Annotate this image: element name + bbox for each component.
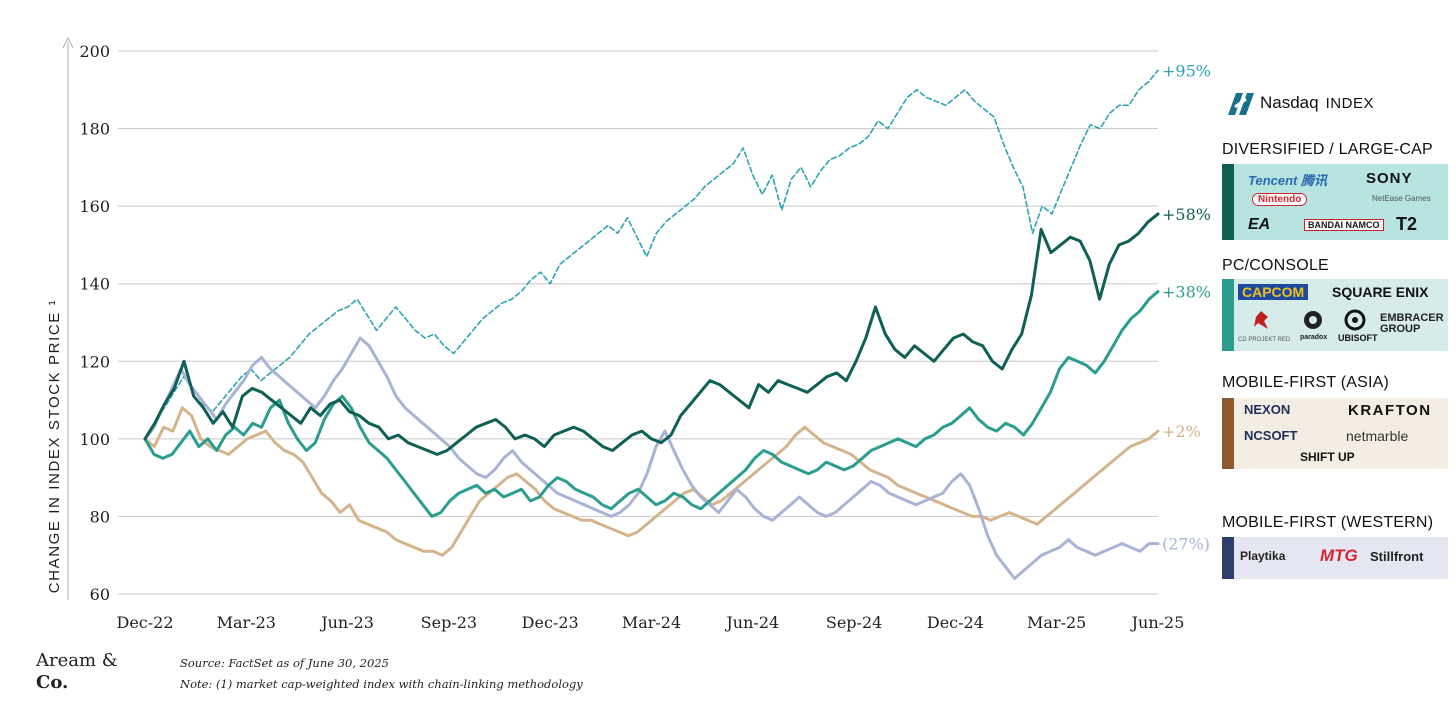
logo-t2: T2	[1396, 214, 1418, 234]
ubisoft-icon	[1344, 309, 1366, 331]
y-tick-label: 200	[79, 42, 110, 61]
brand-line-1: Aream &	[36, 650, 118, 671]
x-tick-label: Dec-22	[116, 613, 173, 632]
category-stripe	[1222, 164, 1234, 240]
logo-sony: SONY	[1366, 170, 1413, 187]
tick-labels: 60 80 100 120 140 160 180 200 Dec-22 Mar-23 Jun-23…	[79, 42, 1184, 632]
category-stripe	[1222, 537, 1234, 579]
y-tick-label: 180	[79, 120, 110, 139]
y-tick-label: 80	[90, 507, 110, 526]
paradox-icon	[1304, 311, 1322, 329]
end-label: +2%	[1162, 422, 1201, 441]
category-title-diversified: DIVERSIFIED / LARGE-CAP	[1222, 141, 1433, 158]
y-tick-label: 140	[79, 275, 110, 294]
nasdaq-logo-icon	[1228, 93, 1254, 115]
logo-netease: NetEase Games	[1372, 194, 1431, 203]
gridlines	[118, 50, 1158, 595]
methodology-note: Note: (1) market cap-weighted index with…	[180, 677, 583, 691]
y-axis-label: CHANGE IN INDEX STOCK PRICE ¹	[46, 299, 63, 594]
category-stripe	[1222, 398, 1234, 469]
x-tick-label: Jun-24	[724, 613, 779, 632]
axes: CHANGE IN INDEX STOCK PRICE ¹	[46, 36, 74, 600]
end-label: +95%	[1162, 61, 1211, 80]
logo-capcom: CAPCOM	[1238, 284, 1309, 300]
x-tick-label: Mar-24	[622, 613, 681, 632]
brand-line-2: Co.	[36, 672, 69, 693]
logo-shift-up: SHIFT UP	[1300, 450, 1355, 464]
nasdaq-logo-text: Nasdaq	[1260, 93, 1319, 112]
series-line-diversified-large-cap	[143, 212, 1160, 456]
y-tick-label: 60	[90, 585, 110, 604]
end-label: +38%	[1162, 282, 1211, 301]
logo-ubisoft: UBISOFT	[1338, 333, 1378, 343]
brand-logo: Aream & Co.	[36, 650, 118, 694]
x-tick-label: Sep-23	[421, 613, 477, 632]
logo-paradox: paradox	[1300, 334, 1328, 341]
y-tick-label: 160	[79, 197, 110, 216]
series-lines	[143, 69, 1160, 580]
logo-mtg: MTG	[1320, 546, 1358, 565]
logo-krafton: KRAFTON	[1348, 402, 1432, 419]
x-tick-label: Mar-23	[217, 613, 276, 632]
category-title-mobile-western: MOBILE-FIRST (WESTERN)	[1222, 514, 1434, 531]
category-box-pc-console: CAPCOM SQUARE ENIX CD PROJEKT RED parado…	[1222, 279, 1448, 351]
y-tick-label: 120	[79, 352, 110, 371]
logo-nexon: NEXON	[1244, 402, 1291, 417]
category-box-mobile-asia: NEXON KRAFTON NCSOFT netmarble SHIFT UP	[1222, 398, 1448, 469]
logo-ea: EA	[1248, 216, 1271, 233]
series-line-nasdaq-index	[144, 69, 1159, 440]
y-tick-label: 100	[79, 430, 110, 449]
logo-cd-projekt-red: CD PROJEKT RED	[1238, 337, 1291, 343]
category-box-mobile-western: Playtika MTG Stillfront	[1222, 537, 1448, 579]
nasdaq-legend: Nasdaq INDEX	[1226, 88, 1374, 118]
category-title-pc-console: PC/CONSOLE	[1222, 257, 1329, 274]
nasdaq-suffix: INDEX	[1325, 94, 1374, 112]
x-tick-label: Sep-24	[826, 613, 882, 632]
logo-playtika: Playtika	[1240, 549, 1286, 563]
x-tick-label: Dec-23	[522, 613, 579, 632]
logo-nintendo: Nintendo	[1252, 193, 1308, 206]
x-tick-label: Mar-25	[1027, 613, 1086, 632]
source-note: Source: FactSet as of June 30, 2025	[180, 656, 389, 670]
series-line-mobile-first-western	[143, 336, 1160, 580]
logo-stillfront: Stillfront	[1370, 549, 1424, 564]
logo-tencent: Tencent 腾讯	[1248, 173, 1327, 188]
logo-ncsoft: NCSOFT	[1244, 428, 1298, 443]
logo-netmarble: netmarble	[1346, 428, 1409, 444]
cd-projekt-red-icon	[1254, 311, 1268, 329]
end-label: +58%	[1162, 205, 1211, 224]
x-tick-label: Dec-24	[927, 613, 984, 632]
category-box-diversified: Tencent 腾讯 SONY Nintendo NetEase Games E…	[1222, 164, 1448, 240]
x-tick-label: Jun-25	[1130, 613, 1185, 632]
y-axis-arrow-head	[62, 36, 74, 49]
category-stripe	[1222, 279, 1234, 351]
series-line-mobile-first-asia	[143, 406, 1160, 557]
category-title-mobile-asia: MOBILE-FIRST (ASIA)	[1222, 374, 1390, 391]
logo-embracer-group: EMBRACER GROUP	[1380, 312, 1444, 335]
logo-bandai-namco: BANDAI NAMCO	[1304, 219, 1384, 231]
series-line-pc-console	[143, 290, 1160, 518]
logo-square-enix: SQUARE ENIX	[1332, 284, 1429, 300]
end-label: (27%)	[1162, 535, 1210, 554]
x-tick-label: Jun-23	[319, 613, 374, 632]
end-labels: +95% +2% (27%) +38% +58%	[1162, 61, 1211, 553]
